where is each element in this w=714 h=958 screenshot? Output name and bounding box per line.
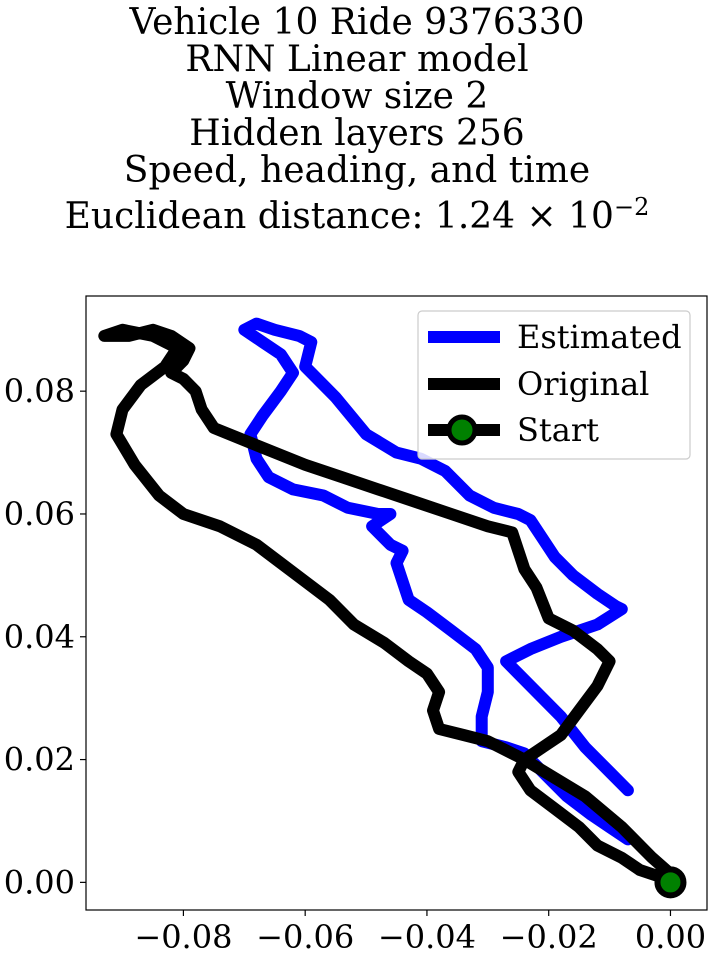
axis-layer: −0.08 −0.06 −0.04 −0.02 0.00 0.00 0.02 0.04 0.06… (4, 372, 706, 956)
chart-title: Vehicle 10 Ride 9376330 RNN Linear model… (0, 0, 714, 235)
series-line-estimated (238, 317, 634, 846)
title-line-5: Speed, heading, and time (123, 150, 591, 191)
legend-label-start: Start (517, 411, 599, 449)
start-marker (654, 866, 687, 899)
x-tick-label: −0.06 (256, 918, 354, 956)
title-line-2: RNN Linear model (185, 39, 529, 80)
legend-label-estimated: Estimated (517, 318, 682, 356)
title-line-3: Window size 2 (225, 76, 489, 117)
title-metric-exponent: −2 (613, 193, 650, 221)
x-tick-label: −0.08 (134, 918, 232, 956)
y-tick-label: 0.02 (4, 741, 75, 779)
y-tick-label: 0.06 (4, 495, 75, 533)
y-tick-label: 0.00 (4, 863, 75, 901)
title-metric-times: × (526, 196, 557, 237)
legend-box (417, 310, 691, 460)
y-tick-label: 0.04 (4, 618, 75, 656)
legend-swatch-start-marker (446, 414, 478, 446)
x-tick-label: −0.02 (500, 918, 598, 956)
title-line-1: Vehicle 10 Ride 9376330 (129, 2, 585, 43)
title-line-4: Hidden layers 256 (189, 113, 525, 154)
y-tick-label: 0.08 (4, 372, 75, 410)
series-line-original (98, 323, 683, 889)
title-metric-prefix: Euclidean distance: 1.24 (64, 196, 516, 237)
legend: Estimated Original Start (417, 310, 691, 460)
title-metric-base: 10 (568, 196, 614, 237)
x-tick-label: 0.00 (635, 918, 706, 956)
legend-label-original: Original (517, 365, 649, 403)
series-layer (98, 317, 687, 899)
plot-frame (85, 295, 708, 911)
title-line-6: Euclidean distance: 1.24 × 10−2 (0, 189, 714, 235)
x-tick-label: −0.04 (378, 918, 476, 956)
